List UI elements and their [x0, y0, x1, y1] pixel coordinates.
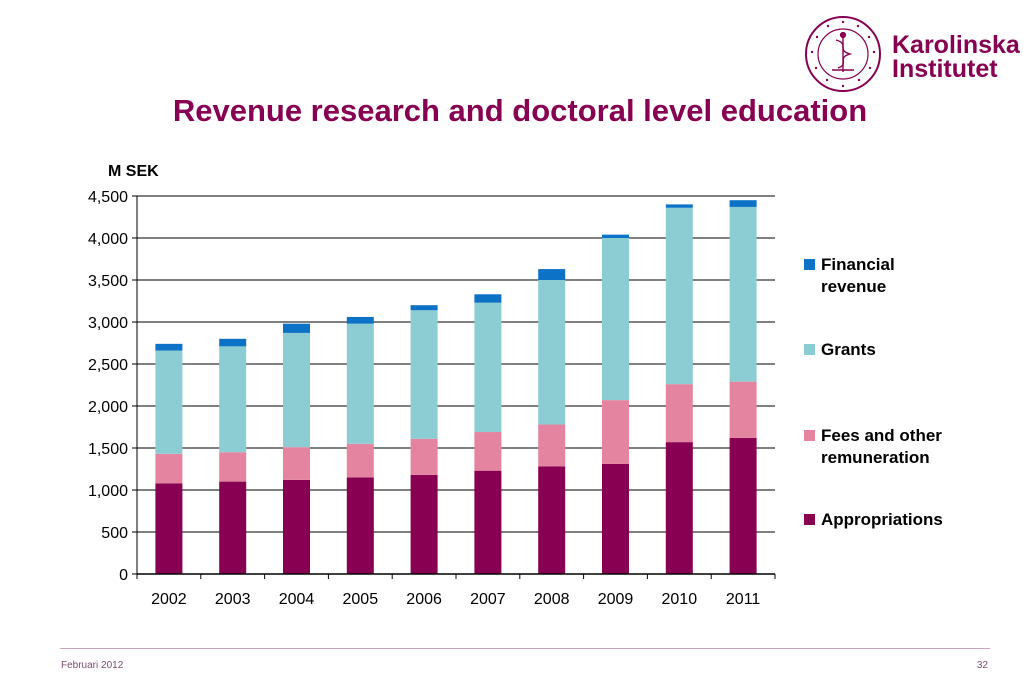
legend-label: Appropriations	[821, 510, 943, 529]
bar-segment	[665, 384, 693, 443]
bar-segment	[155, 350, 183, 454]
y-tick-label: 2,500	[88, 357, 128, 374]
bar-segment	[474, 302, 502, 433]
y-tick-label: 3,000	[88, 315, 128, 332]
bar-segment	[602, 463, 629, 574]
bar-segment	[538, 269, 566, 280]
x-tick-label: 2005	[343, 591, 379, 608]
legend-label-line: Appropriations	[821, 510, 943, 529]
y-tick-label: 3,500	[88, 273, 128, 290]
y-tick-label: 500	[101, 525, 128, 542]
legend-swatch	[804, 430, 815, 441]
bar-segment	[410, 438, 438, 475]
legend-label: Fees and other remuneration	[821, 426, 942, 467]
bar-segment	[538, 466, 566, 574]
bar-segment	[346, 477, 374, 574]
karolinska-logo: Karolinska Institutet	[798, 14, 1020, 94]
bar-segment	[219, 346, 247, 453]
bar-segment	[219, 452, 247, 482]
bar-segment	[665, 442, 693, 574]
bar-segment	[538, 424, 566, 467]
legend-swatch	[804, 344, 815, 355]
bar-segment	[474, 432, 502, 471]
bar-segment	[410, 310, 438, 439]
y-axis-label: M SEK	[108, 163, 159, 180]
bar-segment	[665, 207, 693, 385]
legend-label-line: Fees and other	[821, 426, 942, 445]
x-tick-label: 2006	[406, 591, 442, 608]
footer-divider	[60, 648, 990, 649]
bar-segment	[474, 470, 502, 574]
bar-segment	[155, 453, 183, 484]
bar-segment	[729, 200, 757, 207]
y-tick-label: 4,500	[88, 189, 128, 206]
logo-line-2: Institutet	[892, 55, 998, 83]
legend-label: Grants	[821, 340, 876, 359]
logo-line-1: Karolinska	[892, 31, 1020, 59]
bar-segment	[602, 400, 629, 464]
bar-segment	[346, 316, 374, 324]
x-tick-label: 2004	[279, 591, 315, 608]
bar-segment	[602, 238, 629, 401]
y-tick-label: 1,500	[88, 441, 128, 458]
bar-segment	[729, 437, 757, 574]
legend-label-line: Financial	[821, 255, 895, 274]
bar-segment	[602, 234, 629, 238]
legend-label-line: revenue	[821, 277, 886, 296]
y-tick-label: 0	[119, 567, 128, 584]
bar-segment	[155, 343, 183, 351]
bar-segment	[729, 381, 757, 438]
y-tick-label: 1,000	[88, 483, 128, 500]
y-tick-label: 2,000	[88, 399, 128, 416]
x-tick-label: 2010	[662, 591, 698, 608]
x-tick-label: 2002	[151, 591, 187, 608]
x-tick-label: 2009	[598, 591, 634, 608]
legend-swatch	[804, 259, 815, 270]
x-tick-label: 2007	[470, 591, 506, 608]
legend-label-line: Grants	[821, 340, 876, 359]
bar-segment	[346, 323, 374, 444]
bar-segment	[283, 479, 310, 574]
legend-swatch	[804, 514, 815, 525]
bar-segment	[410, 474, 438, 574]
bar-segment	[283, 447, 310, 480]
x-tick-label: 2003	[215, 591, 251, 608]
bar-segment	[346, 443, 374, 478]
bar-segment	[155, 483, 183, 574]
slide-title: Revenue research and doctoral level educ…	[172, 93, 868, 128]
footer-date: Februari 2012	[61, 660, 124, 671]
bar-segment	[219, 481, 247, 574]
bar-segment	[410, 305, 438, 311]
x-tick-label: 2011	[726, 591, 761, 608]
bar-segment	[283, 323, 310, 333]
legend-label: Financial revenue	[821, 255, 895, 296]
bar-segment	[729, 206, 757, 382]
bar-segment	[219, 338, 247, 347]
bar-segment	[665, 204, 693, 208]
bar-segment	[538, 280, 566, 425]
bar-segment	[283, 332, 310, 448]
x-tick-label: 2008	[534, 591, 570, 608]
y-tick-label: 4,000	[88, 231, 128, 248]
karolinska-seal-icon	[805, 16, 881, 92]
bar-segment	[474, 294, 502, 303]
page-number: 32	[976, 660, 988, 671]
legend-label-line: remuneration	[821, 448, 930, 467]
